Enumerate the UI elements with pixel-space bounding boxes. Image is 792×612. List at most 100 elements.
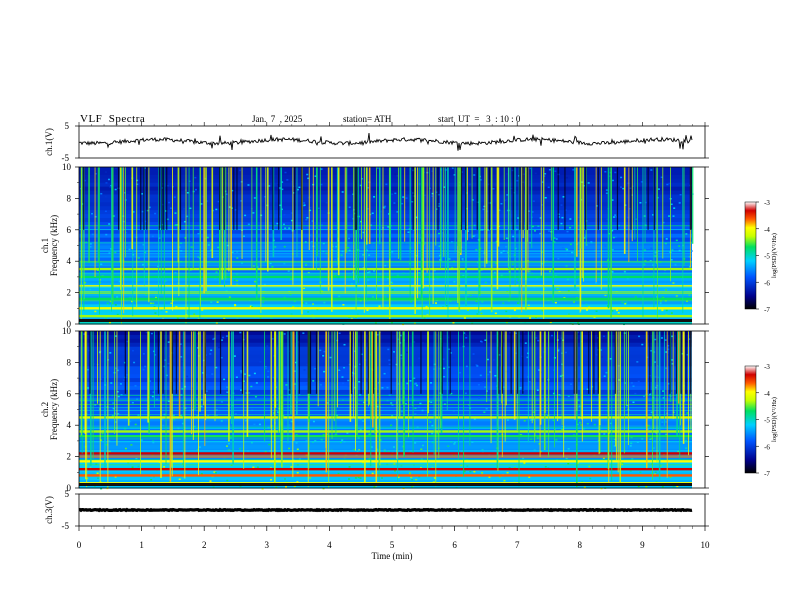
spectrum-pixel	[436, 253, 439, 255]
x-tick-label: 3	[265, 540, 270, 550]
spectrum-pixel	[256, 266, 259, 268]
spectrum-pixel	[269, 262, 272, 265]
dark-streak	[309, 331, 311, 394]
spectrum-pixel	[306, 363, 309, 366]
spectrum-pixel	[422, 377, 425, 379]
spectrum-pixel	[117, 413, 120, 415]
spectrum-band	[79, 198, 692, 203]
spectrum-pixel	[537, 369, 540, 371]
spectrum-pixel	[578, 405, 581, 407]
dark-streak	[89, 331, 91, 394]
sferic-streak	[670, 331, 672, 402]
sferic-streak	[414, 167, 416, 314]
spectrum-pixel	[247, 184, 250, 186]
spectrum-pixel	[131, 402, 134, 404]
spectrum-pixel	[98, 279, 101, 281]
spectrum-pixel	[244, 214, 247, 217]
spectrum-pixel	[329, 356, 332, 359]
spectrum-pixel	[356, 313, 359, 315]
spectrum-pixel	[283, 245, 286, 248]
spectrum-pixel	[128, 248, 131, 251]
spectrum-pixel	[337, 388, 340, 391]
spectrum-pixel	[410, 300, 413, 303]
spectrum-pixel	[450, 241, 453, 243]
spectrum-pixel	[553, 369, 556, 371]
sferic-streak	[514, 167, 516, 280]
spectrum-pixel	[314, 440, 317, 442]
spectrum-pixel	[217, 346, 220, 349]
spectrum-pixel	[116, 313, 119, 316]
dark-streak	[498, 331, 500, 394]
dark-streak	[653, 167, 655, 230]
sferic-streak	[153, 331, 155, 408]
spectrum-pixel	[650, 472, 653, 474]
spectrum-pixel	[540, 293, 543, 295]
spectrum-pixel	[394, 356, 397, 359]
sferic-streak	[469, 331, 471, 446]
spectrum-pixel	[254, 395, 257, 398]
spectrum-pixel	[553, 241, 556, 243]
sferic-streak	[501, 331, 502, 404]
spectrum-pixel	[523, 331, 526, 334]
dark-streak	[465, 167, 467, 230]
spectrum-pixel	[215, 322, 218, 325]
sferic-streak	[231, 331, 232, 425]
spectrum-pixel	[359, 477, 362, 479]
spectrum-pixel	[469, 470, 472, 473]
sferic-streak	[360, 167, 362, 240]
spectrum-band	[79, 308, 692, 313]
spectrum-pixel	[95, 173, 98, 175]
spectrum-band	[79, 170, 692, 176]
spectrum-pixel	[275, 486, 278, 489]
spectrum-pixel	[320, 224, 323, 226]
sferic-streak	[583, 167, 584, 282]
spectrum-pixel	[672, 485, 675, 488]
spectrum-pixel	[317, 207, 320, 210]
dc-band	[79, 483, 692, 486]
spectrum-pixel	[485, 407, 488, 410]
sferic-streak	[281, 331, 283, 468]
spectrum-pixel	[473, 174, 476, 176]
spectrum-pixel	[318, 380, 321, 383]
spectrum-pixel	[108, 321, 111, 324]
y-axis-label: ch.1	[40, 238, 50, 253]
spectrum-pixel	[169, 207, 172, 209]
sferic-streak	[171, 331, 173, 477]
spectrum-pixel	[553, 237, 556, 239]
spectrum-pixel	[373, 486, 376, 488]
sferic-streak	[404, 167, 406, 242]
y-tick-label: 2	[67, 288, 72, 298]
spectrum-pixel	[481, 472, 484, 474]
ch3-waveform	[75, 493, 709, 527]
colorbar-tick-label: -7	[764, 470, 770, 478]
spectrum-pixel	[284, 227, 287, 229]
sferic-streak	[525, 167, 527, 281]
spectrum-pixel	[406, 351, 409, 354]
spectrum-pixel	[476, 365, 479, 367]
dark-streak	[588, 331, 590, 394]
faint-line	[79, 459, 692, 461]
spectrum-pixel	[166, 218, 169, 221]
spectrum-pixel	[120, 394, 123, 396]
spectrum-pixel	[338, 332, 341, 335]
dark-streak	[522, 331, 524, 394]
spectrum-band	[79, 417, 692, 422]
spectrum-pixel	[530, 419, 533, 421]
spectrum-pixel	[414, 442, 417, 444]
spectrum-pixel	[214, 472, 217, 474]
spectrum-pixel	[368, 254, 371, 256]
spectrum-pixel	[176, 317, 179, 319]
spectrum-pixel	[482, 381, 485, 384]
sferic-streak	[467, 167, 469, 241]
sferic-streak	[508, 167, 509, 269]
faint-line	[79, 283, 692, 285]
spectrum-pixel	[460, 464, 463, 467]
spectrum-pixel	[209, 353, 212, 355]
sferic-streak	[205, 167, 207, 292]
spectrum-pixel	[95, 472, 98, 474]
spectrum-pixel	[100, 263, 103, 266]
spectrum-pixel	[665, 367, 668, 369]
sferic-streak	[337, 331, 339, 408]
spectrum-pixel	[506, 419, 509, 421]
spectrum-pixel	[671, 359, 674, 361]
